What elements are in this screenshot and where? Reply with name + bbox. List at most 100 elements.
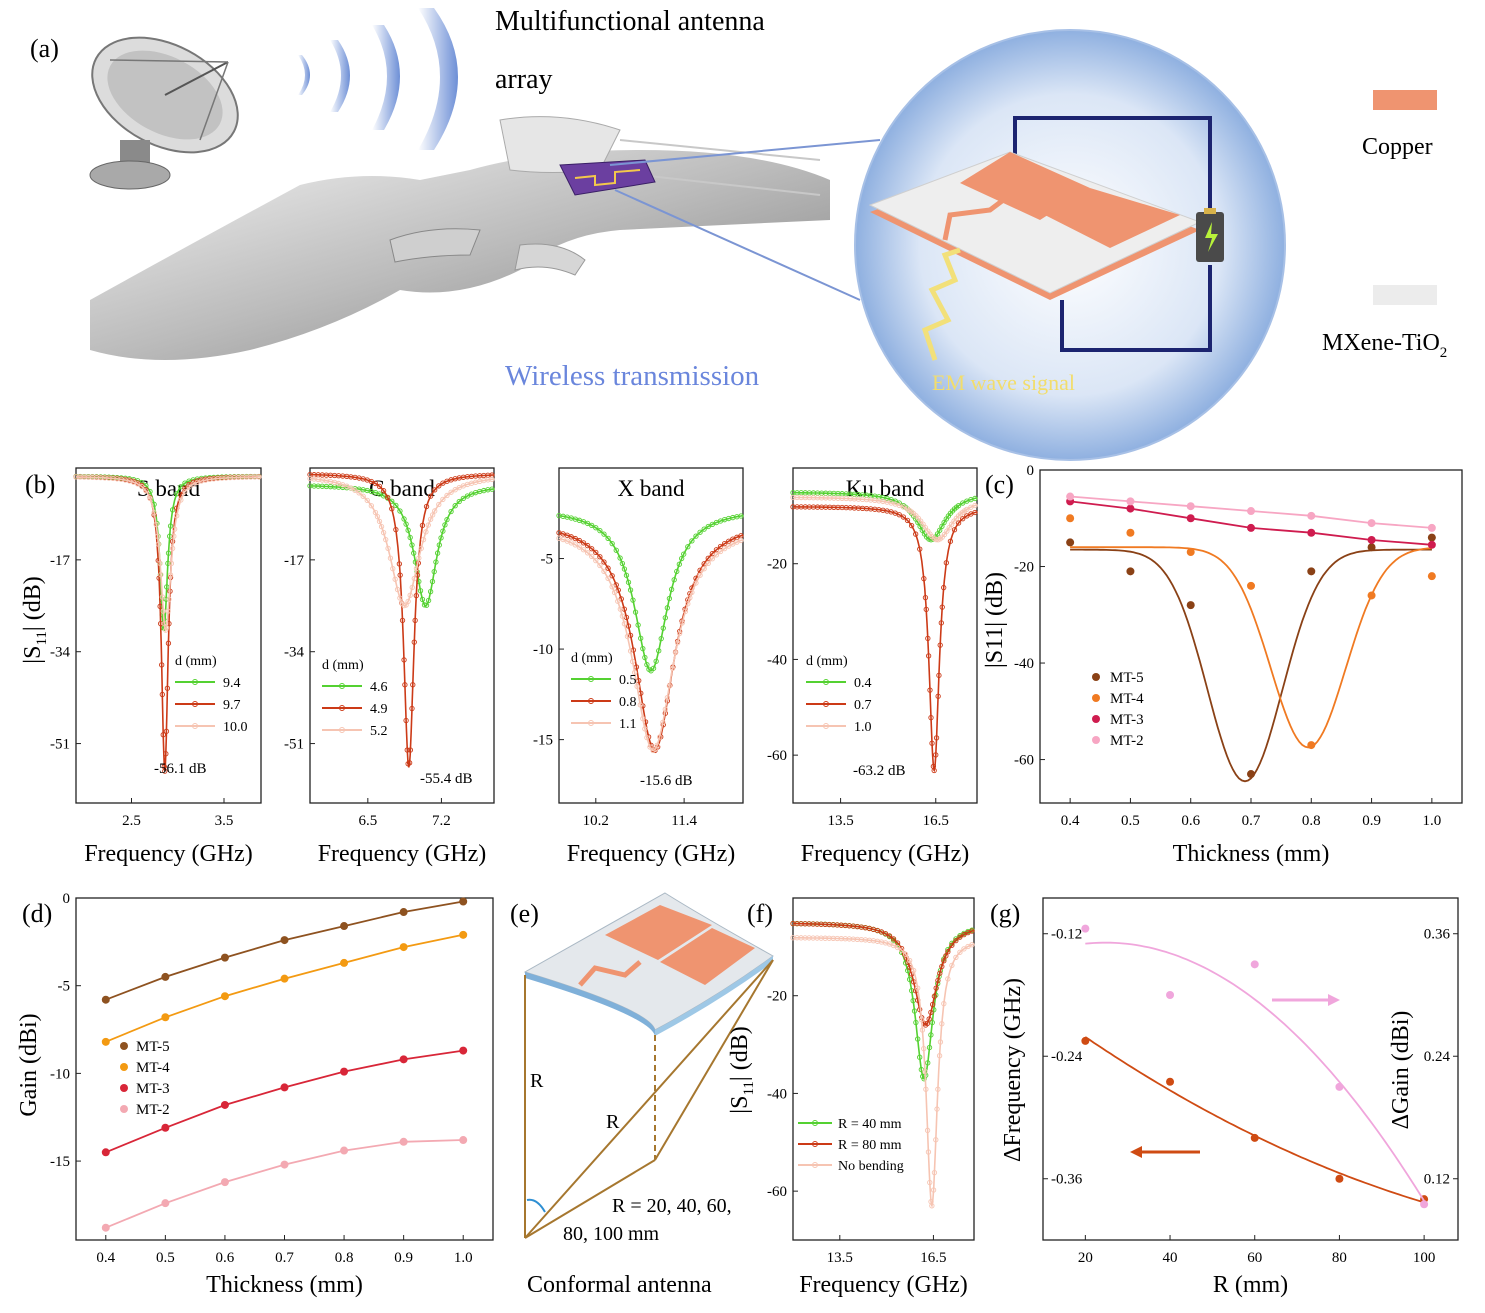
series-point-2 [597,562,603,569]
series-point-2 [964,506,970,513]
series-point-2 [676,630,683,637]
legend-marker-3 [1092,736,1100,744]
series-point-1 [625,623,632,629]
x-tick-label: 60 [1247,1250,1262,1266]
data-point-0 [1335,1174,1344,1183]
series-point-1 [630,647,637,653]
series-point-1 [157,620,164,627]
data-point-1 [280,974,289,983]
y-axis-label: Gain (dBi) [16,1013,42,1116]
data-point-3 [1427,523,1436,532]
x-tick-label: 0.4 [96,1250,115,1266]
series-point-2 [637,702,643,708]
legend-label-mxene: MXene-TiO2 [1322,330,1447,361]
series-point-2 [143,488,149,494]
series-point-2 [605,575,611,582]
panel-e: (e) R R R = 20, 40, 60, 80, 100 mm Confo… [510,892,774,1298]
legend-label-0: R = 40 mm [838,1117,902,1132]
x-tick-label: 10.2 [583,813,609,829]
series-point-2 [169,545,176,552]
series-point-2 [452,487,458,493]
legend-marker-2 [120,1084,128,1092]
series-point-0 [658,635,664,642]
data-point-0 [459,897,468,906]
x-tick-label: 3.5 [215,813,234,829]
y2-axis-label: ΔGain (dBi) [1388,1011,1414,1130]
min-annotation: -55.4 dB [420,771,473,787]
series-point-1 [941,584,947,591]
radius-label-1: R [530,1070,544,1092]
series-point-2 [911,967,917,974]
series-point-2 [368,503,374,509]
series-point-2 [171,533,177,539]
series-point-0 [705,523,711,530]
series-point-2 [165,608,171,614]
series-point-1 [972,509,978,516]
series-point-2 [682,608,689,615]
x-tick-label: 6.5 [358,813,377,829]
series-point-2 [685,601,691,607]
series-line-1 [793,506,978,773]
series-point-2 [154,533,161,539]
series-point-2 [407,592,413,598]
legend-marker-2 [192,723,198,729]
series-point-0 [584,520,591,527]
series-point-2 [572,542,579,548]
series-point-0 [625,579,632,585]
series-line-1 [558,531,744,752]
legend-marker-2 [812,1162,818,1168]
series-point-2 [923,1086,929,1092]
series-point-2 [390,565,396,572]
min-annotation: -15.6 dB [640,773,693,789]
series-point-2 [642,726,648,732]
series-point-2 [705,560,711,566]
series-point-1 [163,728,170,734]
series-point-1 [943,953,949,959]
series-point-2 [939,1021,945,1027]
series-point-0 [666,595,673,602]
x-axis-label: Frequency (GHz) [567,841,736,867]
series-point-1 [908,522,915,529]
x-axis-label: Frequency (GHz) [84,841,253,867]
series-point-2 [927,1179,933,1186]
panel-f-label: (f) [747,899,773,928]
y-tick-label: -15 [533,733,553,749]
series-point-2 [159,594,165,600]
series-point-2 [709,556,715,562]
data-point-0 [1247,770,1255,779]
data-point-1 [101,1037,110,1046]
series-point-2 [352,487,358,493]
series-point-1 [411,639,417,645]
series-point-0 [650,665,657,671]
legend-swatch-mxene [1373,285,1437,305]
data-point-1 [1250,960,1259,969]
series-point-2 [611,589,618,596]
data-point-2 [1367,535,1376,544]
legend-marker-1 [823,701,829,707]
series-point-2 [139,483,145,490]
series-point-1 [964,513,970,519]
series-point-1 [372,480,379,487]
series-point-1 [396,561,403,567]
data-point-2 [1126,504,1135,513]
series-point-1 [163,751,169,757]
series-point-2 [946,525,952,531]
series-point-2 [660,719,666,726]
y-tick-label: -0.24 [1051,1049,1083,1065]
data-point-1 [340,958,349,967]
series-point-2 [679,620,685,626]
series-point-1 [159,691,165,698]
series-point-2 [172,526,178,532]
series-point-2 [448,489,454,495]
series-point-0 [452,503,458,509]
series-point-0 [681,551,687,557]
plot-frame [1042,897,1459,1241]
legend-marker-0 [1092,673,1100,681]
y-tick-label: -5 [541,552,554,568]
series-point-0 [460,495,466,501]
series-point-0 [421,602,428,608]
legend-label-copper: Copper [1362,134,1433,160]
series-point-1 [926,1016,932,1022]
em-wave-icon [921,247,961,361]
series-point-2 [915,985,921,991]
